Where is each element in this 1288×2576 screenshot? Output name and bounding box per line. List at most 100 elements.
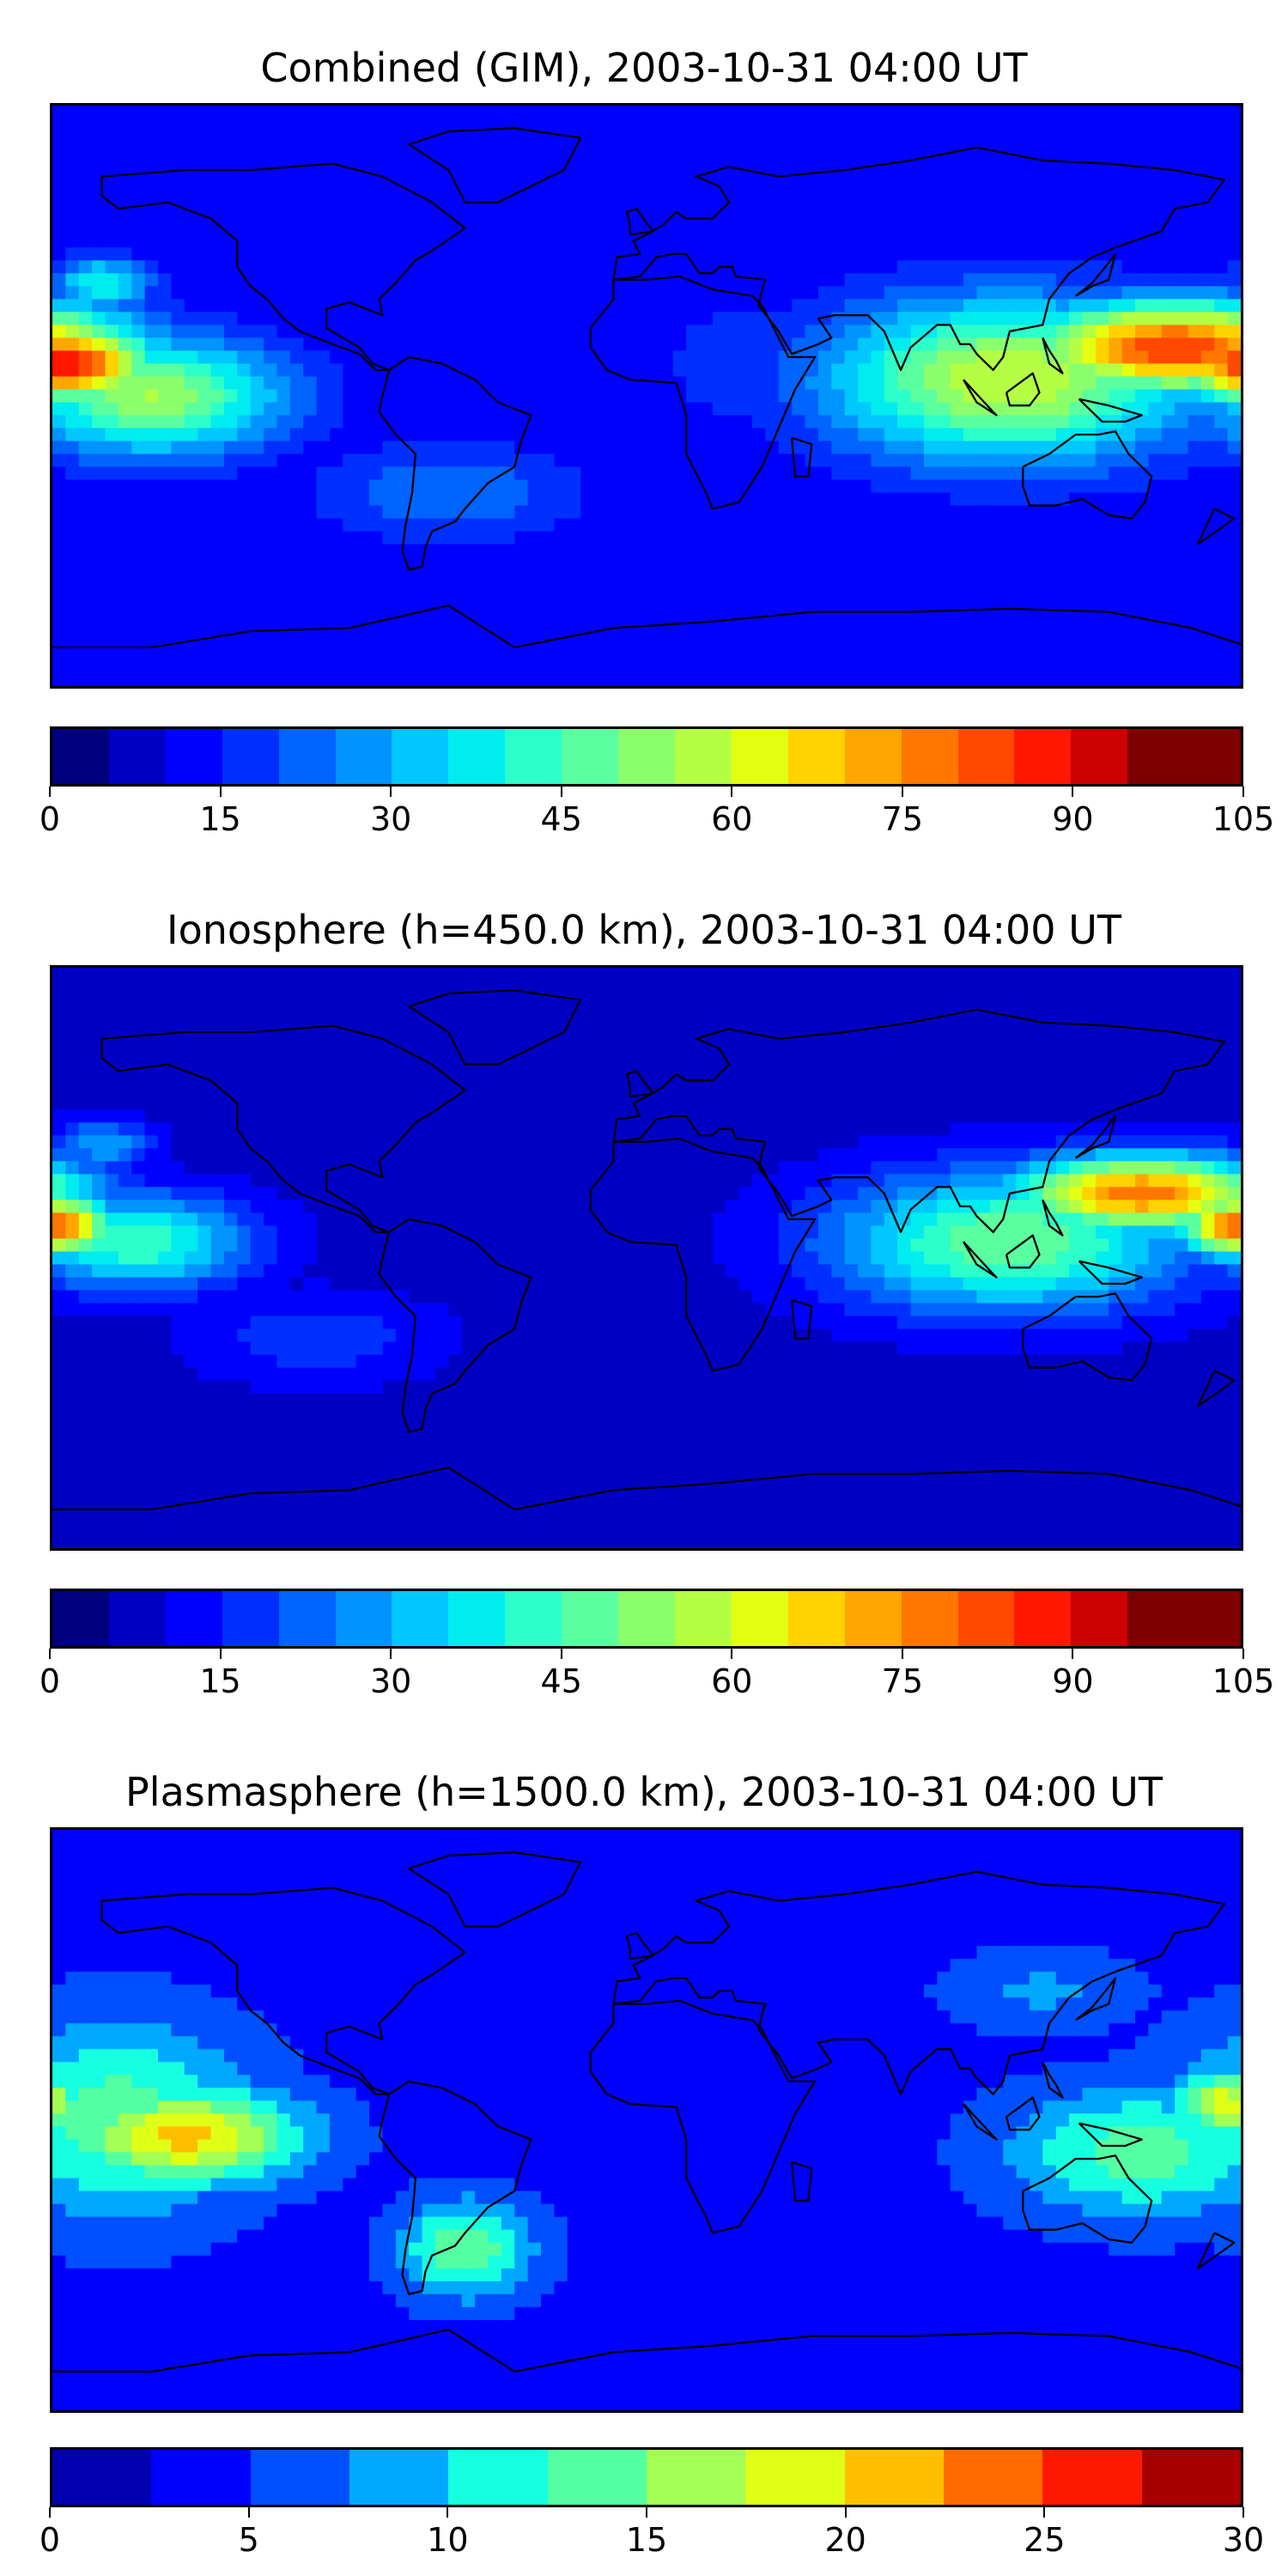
tec-cell <box>897 1006 912 1021</box>
tec-cell <box>686 453 701 468</box>
tec-cell <box>910 402 926 416</box>
tec-cell <box>475 376 489 391</box>
tec-cell <box>647 1032 661 1047</box>
tec-cell <box>343 209 357 223</box>
tec-cell <box>884 479 899 494</box>
tec-cell <box>131 389 146 404</box>
tec-cell <box>461 968 477 982</box>
tec-cell <box>633 492 648 507</box>
tec-cell <box>567 428 582 442</box>
tec-cell <box>817 1058 833 1072</box>
tec-cell <box>316 582 331 597</box>
tec-cell <box>963 183 978 197</box>
tec-cell <box>514 131 529 146</box>
tec-cell <box>197 647 212 662</box>
tec-cell <box>950 106 965 120</box>
tec-cell <box>858 595 872 610</box>
tec-cell <box>831 376 846 391</box>
tec-cell <box>1134 312 1150 326</box>
tec-cell <box>738 118 754 133</box>
tec-cell <box>501 286 516 301</box>
tec-cell <box>395 131 410 146</box>
tec-cell <box>448 556 463 571</box>
tec-cell <box>184 170 199 185</box>
tec-cell <box>1069 647 1084 662</box>
tec-cell <box>210 402 226 416</box>
tec-cell <box>580 170 595 185</box>
tec-cell <box>910 312 926 326</box>
tec-cell <box>778 389 793 404</box>
tec-cell <box>210 415 226 429</box>
tec-cell <box>686 505 701 519</box>
tec-cell <box>1029 1045 1044 1060</box>
tec-cell <box>752 1084 767 1098</box>
tec-cell <box>884 544 899 558</box>
tec-cell <box>92 428 106 442</box>
tec-cell <box>910 968 926 982</box>
tec-cell <box>316 273 331 288</box>
tec-cell <box>989 1032 1005 1047</box>
tec-cell <box>448 312 463 326</box>
tec-cell <box>831 505 846 519</box>
tec-cell <box>105 325 120 339</box>
tick-label: 75 <box>881 800 924 838</box>
tec-cell <box>65 1045 80 1060</box>
tec-cell <box>237 415 252 429</box>
tec-cell <box>976 672 991 686</box>
tec-cell <box>752 325 767 339</box>
tec-cell <box>1029 273 1044 288</box>
tec-cell <box>92 234 106 249</box>
tec-cell <box>738 1058 754 1072</box>
tec-cell <box>858 1045 872 1060</box>
tec-cell <box>355 1019 371 1034</box>
tec-cell <box>448 1032 463 1047</box>
tec-cell <box>620 968 635 982</box>
tec-cell <box>540 1019 556 1034</box>
tec-cell <box>501 582 516 597</box>
tec-cell <box>976 1032 991 1047</box>
tec-cell <box>343 968 357 982</box>
tec-cell <box>1200 981 1216 995</box>
tec-cell <box>844 672 860 686</box>
tec-cell <box>778 350 793 365</box>
tec-cell <box>118 634 133 649</box>
tec-cell <box>989 492 1005 507</box>
tec-cell <box>897 647 912 662</box>
tec-cell <box>738 518 754 532</box>
tec-cell <box>871 466 885 481</box>
tec-cell <box>1200 466 1216 481</box>
tec-cell <box>672 544 688 558</box>
tec-cell <box>647 466 661 481</box>
tec-cell <box>355 1058 371 1072</box>
tec-cell <box>963 659 978 675</box>
tec-cell <box>355 968 371 982</box>
tec-cell <box>817 479 833 494</box>
tec-cell <box>329 672 344 686</box>
tec-cell <box>264 595 278 610</box>
tec-cell <box>871 479 885 494</box>
tec-cell <box>527 1058 543 1072</box>
tec-cell <box>831 1071 846 1085</box>
tec-cell <box>1175 299 1189 313</box>
tec-cell <box>131 273 146 288</box>
tec-cell <box>726 672 740 686</box>
tec-cell <box>329 247 344 262</box>
tec-cell <box>871 273 885 288</box>
tec-cell <box>765 234 780 249</box>
tec-cell <box>210 968 226 982</box>
tec-cell <box>647 968 661 982</box>
tec-cell <box>1121 518 1137 532</box>
tec-cell <box>303 595 318 610</box>
tec-cell <box>540 518 556 532</box>
tec-cell <box>65 466 80 481</box>
tec-cell <box>369 222 384 236</box>
tec-cell <box>1214 1006 1229 1021</box>
tec-cell <box>105 260 120 275</box>
tec-cell <box>805 659 820 675</box>
tec-map-svg <box>52 968 1241 1548</box>
tec-cell <box>540 556 556 571</box>
tec-cell <box>792 415 806 429</box>
tec-cell <box>395 993 410 1008</box>
tec-cell <box>184 518 199 532</box>
tec-cell <box>647 1006 661 1021</box>
